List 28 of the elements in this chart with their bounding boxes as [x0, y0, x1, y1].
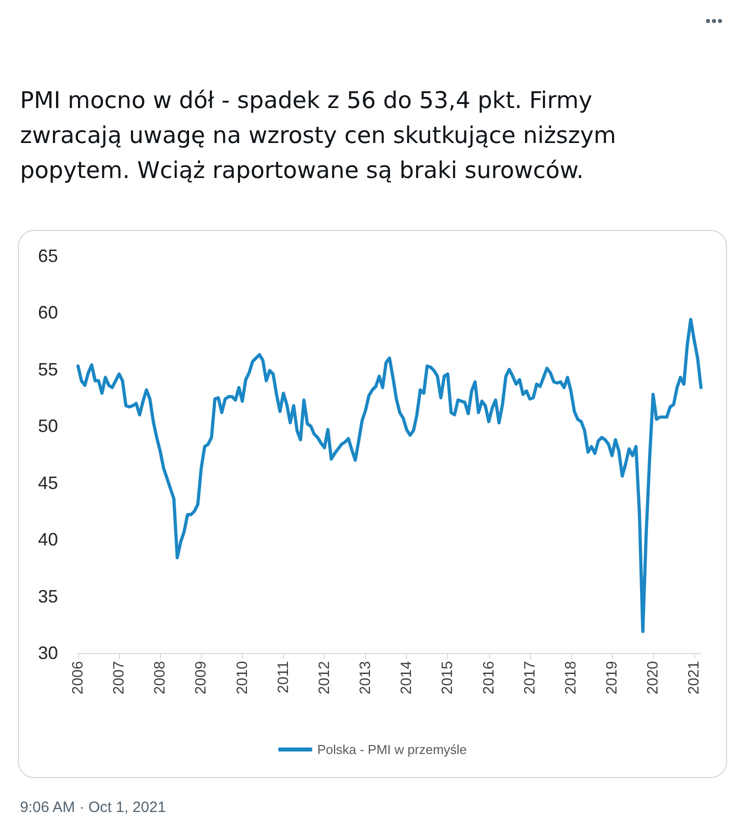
x-tick-label: 2016 — [480, 661, 498, 694]
x-tick-label: 2007 — [110, 661, 128, 694]
y-tick-label: 50 — [38, 416, 58, 436]
x-tick-label: 2015 — [439, 661, 456, 694]
line-series — [76, 318, 703, 634]
y-tick-label: 45 — [38, 472, 58, 493]
x-tick-label: 2014 — [398, 661, 416, 694]
x-tick-label: 2011 — [274, 661, 292, 694]
x-tick-label: 2012 — [316, 661, 333, 694]
x-tick-label: 2013 — [357, 661, 374, 694]
y-tick-label: 30 — [38, 643, 58, 663]
x-tick-label: 2021 — [686, 661, 703, 694]
x-tick-label: 2009 — [192, 661, 210, 694]
x-tick-label: 2018 — [562, 661, 580, 694]
y-tick-label: 35 — [38, 586, 58, 606]
y-tick-label: 55 — [38, 359, 58, 380]
x-tick-label: 2020 — [644, 661, 662, 694]
x-tick-label: 2010 — [234, 661, 251, 694]
x-tick-label: 2017 — [521, 661, 538, 694]
y-tick-label: 60 — [38, 302, 58, 323]
x-tick-label: 2006 — [70, 661, 86, 694]
chart-title: PMI mocno w dół - spadek z 56 do 53,4 pkt. Firmy zwracają uwagę na wzrosty cen skutkujące niższym popytem. Wciąż raportowane są braki surowców. — [20, 87, 618, 186]
y-tick-label: 40 — [38, 530, 58, 550]
x-tick-label: 2008 — [152, 661, 169, 694]
x-tick-label: 2019 — [604, 661, 620, 694]
legend-label: Polska - PMI w przemyśle — [317, 742, 467, 757]
text: 9:06 AM · Oct 1, 2021 — [20, 799, 166, 816]
y-tick-label: 65 — [38, 246, 58, 266]
